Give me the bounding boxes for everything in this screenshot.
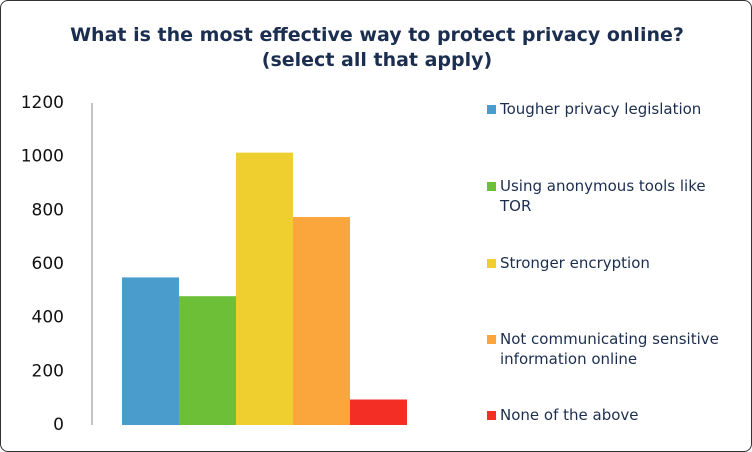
y-tick-label: 0 xyxy=(53,415,64,435)
legend-entry: Not communicating sensitive information … xyxy=(487,330,736,369)
legend-label: Not communicating sensitive information … xyxy=(500,330,719,368)
y-tick-label: 200 xyxy=(32,361,64,381)
bar xyxy=(122,277,179,425)
legend-entry: Stronger encryption xyxy=(487,254,736,274)
y-tick-label: 400 xyxy=(32,308,64,328)
y-tick-label: 600 xyxy=(32,254,64,274)
bar xyxy=(293,217,350,425)
bar xyxy=(179,296,236,425)
legend-label: Using anonymous tools like TOR xyxy=(500,177,706,215)
bar xyxy=(350,399,407,425)
legend-swatch xyxy=(487,411,496,420)
legend-label: None of the above xyxy=(500,406,639,424)
legend-entry: Tougher privacy legislation xyxy=(487,100,736,120)
legend-swatch xyxy=(487,182,496,191)
bar xyxy=(236,152,293,425)
legend-entry: None of the above xyxy=(487,406,736,426)
legend-entry: Using anonymous tools like TOR xyxy=(487,177,736,216)
y-tick-label: 800 xyxy=(32,200,64,220)
legend-swatch xyxy=(487,335,496,344)
legend-label: Tougher privacy legislation xyxy=(500,100,702,118)
legend-swatch xyxy=(487,259,496,268)
y-tick-label: 1200 xyxy=(21,93,64,113)
chart-title: What is the most effective way to protec… xyxy=(70,24,684,71)
legend-swatch xyxy=(487,105,496,114)
y-tick-label: 1000 xyxy=(21,147,64,167)
legend-label: Stronger encryption xyxy=(500,254,650,272)
